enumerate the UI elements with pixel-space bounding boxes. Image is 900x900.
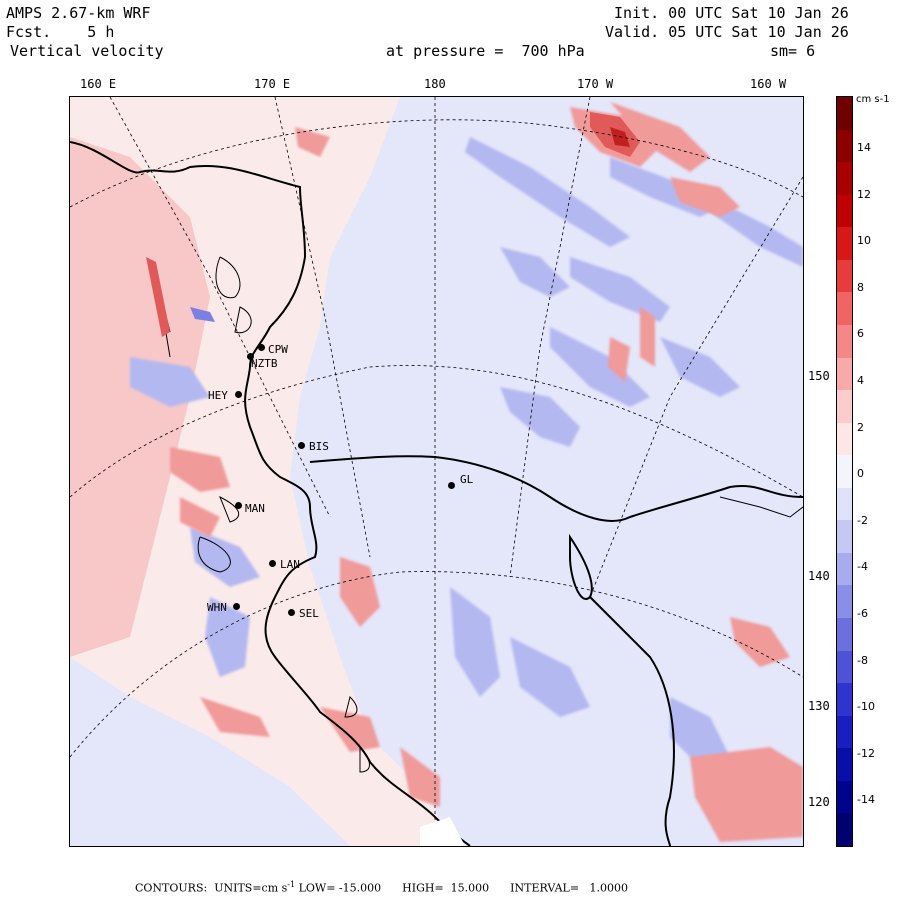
legend-swatch xyxy=(837,748,852,782)
station-man: MAN xyxy=(245,502,265,515)
legend-tick-label: -8 xyxy=(857,653,868,667)
legend-swatch xyxy=(837,162,852,196)
legend-swatch xyxy=(837,618,852,652)
color-legend xyxy=(836,96,853,847)
station-sel: SEL xyxy=(299,607,319,620)
forecast-value: 5 h xyxy=(87,23,115,41)
station-dot-lan xyxy=(269,560,276,567)
pressure-label: at pressure = xyxy=(386,42,504,60)
lat-label-120w: 120 W xyxy=(807,795,846,809)
footer-interval: INTERVAL= 1.0000 xyxy=(510,881,629,895)
pressure-level: at pressure = 700 hPa xyxy=(386,42,585,61)
legend-swatch xyxy=(837,194,852,228)
station-gl: GL xyxy=(460,473,474,486)
legend-tick-label: 10 xyxy=(857,234,871,248)
pressure-value: 700 hPa xyxy=(521,42,585,60)
grounding-line xyxy=(569,533,675,846)
footer-units-exp: -1 xyxy=(287,880,296,889)
negative-region-east xyxy=(290,97,803,846)
field-name: Vertical velocity xyxy=(10,42,164,60)
map-panel: CPW NZTB HEY BIS GL MAN LAN WHN SEL xyxy=(69,96,804,847)
lon-label-170w: 170 W xyxy=(577,77,614,91)
lon-label-160w: 160 W xyxy=(750,77,787,91)
station-hey: HEY xyxy=(208,389,228,402)
legend-tick-label: 4 xyxy=(857,374,864,387)
legend-swatch xyxy=(837,552,852,586)
legend-tick-label: -4 xyxy=(857,560,868,574)
legend-swatch xyxy=(837,97,852,131)
station-dot-man xyxy=(235,502,242,509)
legend-swatch xyxy=(837,683,852,717)
station-dot-cpw xyxy=(258,344,265,351)
legend-tick-label: 6 xyxy=(857,327,864,341)
legend-swatch xyxy=(837,390,852,424)
open-water-patch xyxy=(420,817,465,846)
station-dot-sel xyxy=(288,609,295,616)
legend-tick-label: -12 xyxy=(857,746,875,760)
legend-swatch xyxy=(837,455,852,489)
lat-label-130w: 130 W xyxy=(807,699,846,713)
station-lan: LAN xyxy=(280,558,300,571)
graticule xyxy=(70,97,803,846)
legend-swatch xyxy=(837,324,852,359)
legend-tick-label: 0 xyxy=(857,467,864,481)
legend-swatch xyxy=(837,715,852,749)
positive-region-west xyxy=(70,137,210,657)
legend-swatch xyxy=(837,585,852,619)
legend-tick-label: 2 xyxy=(857,420,864,434)
forecast-hour: Fcst. 5 h xyxy=(6,23,114,42)
coastline xyxy=(70,141,471,846)
lat-label-140w: 140 W xyxy=(807,569,846,583)
legend-swatch xyxy=(837,129,852,163)
footer-units: UNITS=cm s xyxy=(214,881,288,895)
legend-swatch xyxy=(837,520,852,554)
station-nztb: NZTB xyxy=(251,357,278,370)
negative-region-south xyxy=(70,657,350,846)
legend-tick-label: -14 xyxy=(857,793,875,807)
legend-swatch xyxy=(837,292,852,326)
model-title: AMPS 2.67-km WRF xyxy=(6,4,151,22)
legend-swatch xyxy=(837,780,852,814)
footer-high: HIGH= 15.000 xyxy=(402,881,490,895)
legend-swatch xyxy=(837,422,852,456)
station-dot-bis xyxy=(298,442,305,449)
velocity-map xyxy=(70,97,803,846)
station-dot-whn xyxy=(233,603,240,610)
lat-label-150w: 150 W xyxy=(807,369,846,383)
legend-tick-label: 14 xyxy=(857,141,871,154)
smoothing: sm= 6 xyxy=(770,42,816,60)
legend-swatch xyxy=(837,259,852,293)
legend-tick-label: 12 xyxy=(857,187,871,201)
legend-unit: cm s-1 xyxy=(856,94,890,105)
forecast-label: Fcst. xyxy=(6,23,52,41)
contour-footer: CONTOURS: UNITS=cm s-1 LOW= -15.000 HIGH… xyxy=(135,880,628,895)
legend-swatch xyxy=(837,487,852,521)
strong-downdraft-transantarctic xyxy=(190,307,215,322)
lon-label-170e: 170 E xyxy=(254,77,291,91)
station-dot-hey xyxy=(235,391,242,398)
legend-swatch xyxy=(837,813,852,847)
legend-swatch xyxy=(837,650,852,684)
station-dot-gl xyxy=(448,482,455,489)
strong-updraft-transantarctic xyxy=(146,257,170,337)
legend-tick-label: -6 xyxy=(857,607,868,620)
negative-streaks xyxy=(130,137,803,767)
ice-shelf-front xyxy=(309,455,803,522)
legend-swatch xyxy=(837,227,852,261)
valid-time: Valid. 05 UTC Sat 10 Jan 26 xyxy=(605,23,849,41)
station-bis: BIS xyxy=(309,440,329,453)
legend-tick-label: -10 xyxy=(857,700,875,714)
legend-swatch xyxy=(837,357,852,391)
legend-tick-label: -2 xyxy=(857,513,868,527)
lon-label-160e: 160 E xyxy=(80,77,117,91)
footer-low: LOW= -15.000 xyxy=(298,881,382,895)
init-time: Init. 00 UTC Sat 10 Jan 26 xyxy=(614,4,849,22)
station-dot-nztb xyxy=(247,353,254,360)
footer-contours: CONTOURS: xyxy=(135,881,208,895)
lon-label-180: 180 xyxy=(424,77,446,91)
station-whn: WHN xyxy=(207,601,227,614)
legend-tick-label: 8 xyxy=(857,280,864,294)
station-cpw: CPW xyxy=(268,343,288,356)
